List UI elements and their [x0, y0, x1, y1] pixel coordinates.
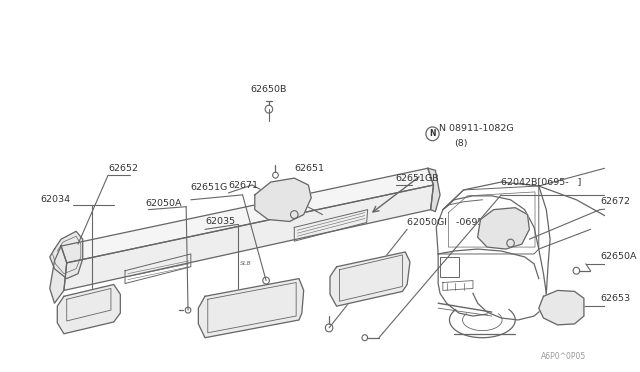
Text: 62652: 62652: [108, 164, 138, 173]
Polygon shape: [61, 168, 433, 263]
Text: 62653: 62653: [600, 294, 630, 303]
Text: 62034: 62034: [40, 195, 70, 204]
Polygon shape: [50, 231, 83, 279]
Polygon shape: [539, 291, 584, 325]
Text: N 08911-1082G: N 08911-1082G: [439, 124, 514, 134]
Text: N: N: [429, 129, 436, 138]
Polygon shape: [428, 168, 440, 212]
Polygon shape: [255, 178, 311, 221]
Text: 62035: 62035: [205, 217, 235, 226]
Text: 62671: 62671: [228, 180, 259, 189]
Text: 62672: 62672: [600, 197, 630, 206]
Circle shape: [426, 127, 439, 141]
Text: A6P0^0P05: A6P0^0P05: [541, 352, 586, 361]
Polygon shape: [64, 185, 433, 291]
Polygon shape: [58, 285, 120, 334]
Polygon shape: [330, 252, 410, 306]
Text: (8): (8): [454, 139, 468, 148]
Text: 62650B: 62650B: [251, 85, 287, 94]
Text: 62650A: 62650A: [600, 253, 636, 262]
Polygon shape: [198, 279, 304, 338]
Text: SLB: SLB: [239, 261, 252, 266]
Text: 62042B[0695-   ]: 62042B[0695- ]: [501, 177, 582, 187]
Polygon shape: [50, 246, 67, 303]
Text: 62651: 62651: [294, 164, 324, 173]
Text: 62651G: 62651G: [191, 183, 228, 192]
Text: 62050A: 62050A: [146, 199, 182, 208]
Text: 62050GI   -0695]: 62050GI -0695]: [407, 217, 487, 226]
Text: 62651GB: 62651GB: [396, 174, 440, 183]
Polygon shape: [477, 208, 529, 249]
